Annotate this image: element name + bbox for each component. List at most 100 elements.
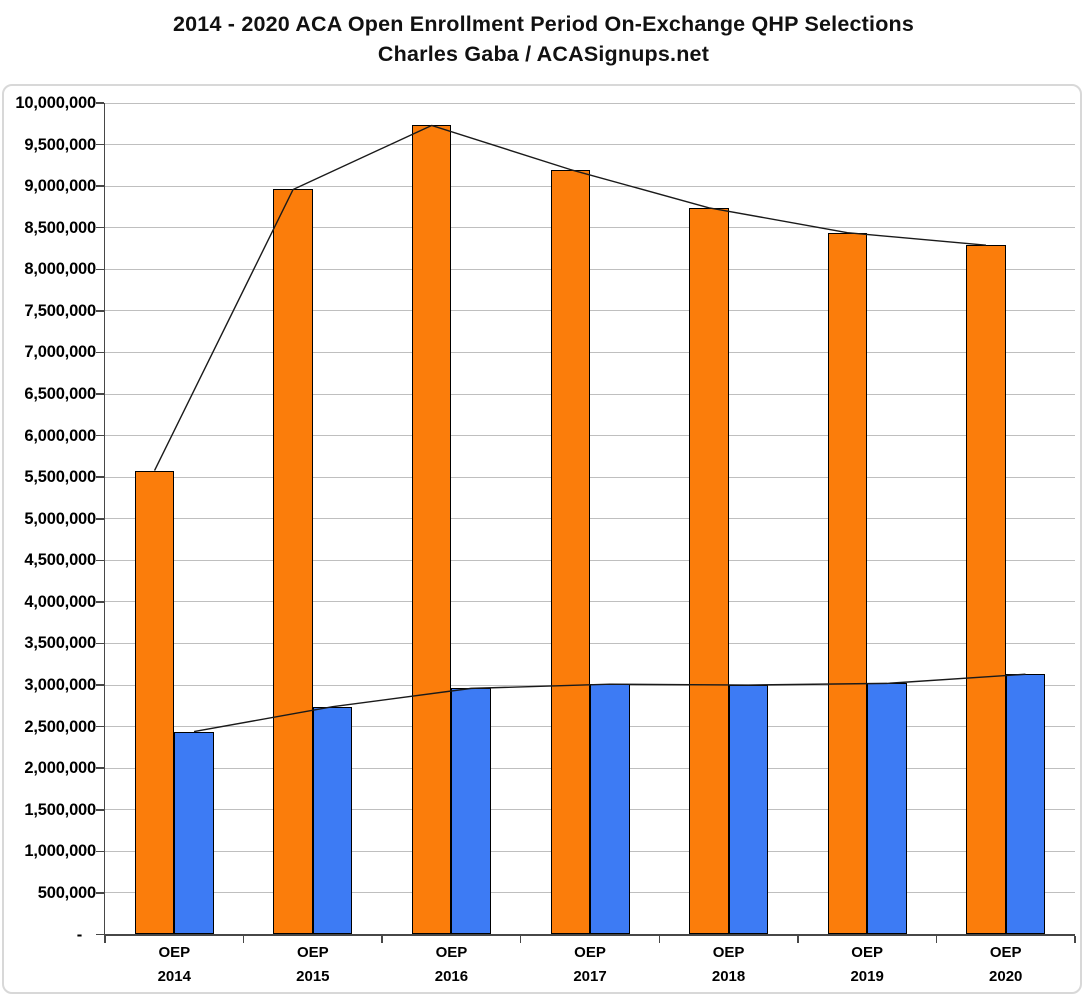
y-axis-label: 2,000,000 — [24, 759, 96, 778]
y-axis-label: 1,000,000 — [24, 842, 96, 861]
y-axis-tick — [96, 518, 104, 520]
y-axis-tick — [96, 559, 104, 562]
y-axis-tick — [96, 102, 104, 104]
y-axis-tick — [96, 892, 104, 894]
x-axis-label-2019: OEP 2019 — [797, 943, 937, 987]
y-axis-tick — [96, 725, 104, 728]
chart-title-line2: Charles Gaba / ACASignups.net — [377, 42, 710, 66]
y-axis-tick — [96, 809, 104, 811]
y-axis-label: 10,000,000 — [15, 94, 96, 112]
y-axis-tick — [96, 684, 104, 686]
x-axis-tick — [935, 935, 938, 943]
bar-blue-oep-2018 — [728, 685, 769, 935]
gridline — [105, 310, 1075, 312]
y-axis-tick — [96, 351, 104, 354]
y-axis-label: 1,500,000 — [24, 800, 96, 819]
bar-blue-oep-2014 — [174, 731, 214, 935]
bar-orange-oep-2014 — [134, 470, 175, 935]
bar-orange-oep-2019 — [827, 232, 868, 935]
bar-orange-oep-2016 — [411, 125, 452, 935]
x-axis-label-2018: OEP 2018 — [659, 943, 799, 987]
chart-title-line1: 2014 - 2020 ACA Open Enrollment Period O… — [172, 12, 915, 36]
x-label-oep: OEP — [435, 944, 468, 961]
x-axis-tick — [797, 935, 799, 943]
x-axis-tick — [104, 935, 106, 943]
gridline — [105, 185, 1075, 187]
x-label-oep: OEP — [297, 944, 329, 961]
bar-orange-oep-2020 — [966, 245, 1006, 935]
bar-blue-oep-2020 — [1005, 674, 1046, 935]
x-label-oep: OEP — [989, 944, 1022, 961]
y-axis-tick — [96, 143, 104, 146]
gridline — [105, 268, 1075, 270]
y-axis-tick — [96, 850, 104, 853]
gridline — [105, 642, 1075, 644]
gridline — [105, 227, 1075, 229]
x-axis-label-2016: OEP 2016 — [381, 943, 521, 987]
y-axis-label: 9,500,000 — [24, 135, 96, 154]
x-label-year: 2016 — [434, 968, 469, 985]
y-axis-tick — [96, 393, 104, 395]
y-axis-tick — [96, 434, 104, 437]
x-axis-tick — [519, 935, 522, 943]
y-axis-label: 6,000,000 — [24, 426, 96, 445]
y-axis-tick — [96, 226, 104, 229]
x-axis-label-2020: OEP 2020 — [936, 943, 1076, 987]
x-axis-tick — [1074, 935, 1076, 943]
y-axis-label: 3,000,000 — [24, 676, 96, 695]
x-axis-tick — [381, 935, 383, 943]
gridline — [105, 518, 1075, 520]
x-label-oep: OEP — [712, 944, 745, 961]
y-axis-label: 7,500,000 — [24, 301, 96, 320]
y-axis-line — [103, 103, 106, 935]
y-axis-label: 5,000,000 — [24, 509, 96, 528]
gridline — [105, 102, 1075, 104]
y-axis-tick — [96, 933, 104, 936]
y-axis-label: 9,000,000 — [24, 177, 96, 196]
bar-blue-oep-2019 — [867, 683, 907, 935]
x-label-oep: OEP — [158, 944, 191, 961]
y-axis-label: 500,000 — [37, 883, 96, 902]
x-axis-line — [103, 933, 1076, 936]
bar-orange-oep-2018 — [689, 207, 729, 935]
bar-orange-oep-2017 — [550, 169, 590, 935]
x-axis-label-2015: OEP 2015 — [243, 943, 383, 987]
x-label-year: 2019 — [850, 968, 884, 985]
x-label-year: 2018 — [711, 968, 746, 985]
bar-blue-oep-2016 — [451, 688, 491, 935]
x-label-oep: OEP — [574, 944, 606, 961]
bar-orange-oep-2015 — [273, 189, 313, 935]
x-label-year: 2014 — [157, 968, 191, 985]
y-axis-tick — [96, 767, 104, 769]
x-axis-label-2014: OEP 2014 — [104, 943, 244, 987]
x-label-year: 2017 — [573, 968, 607, 985]
y-axis-tick — [96, 476, 104, 478]
gridline — [105, 144, 1075, 146]
y-axis-tick — [96, 642, 104, 645]
bar-blue-oep-2017 — [590, 684, 630, 935]
gridline — [105, 601, 1075, 603]
gridline — [105, 351, 1075, 353]
x-axis-tick — [242, 935, 245, 943]
gridline — [105, 559, 1075, 561]
y-axis-label: 8,500,000 — [24, 218, 96, 237]
y-axis-label: 8,000,000 — [24, 260, 96, 279]
gridline — [105, 393, 1075, 395]
y-axis-tick — [96, 268, 104, 271]
y-axis-label: 7,000,000 — [24, 343, 96, 362]
gridline — [105, 476, 1075, 478]
y-axis-label: - — [76, 925, 82, 944]
x-axis-label-2017: OEP 2017 — [520, 943, 660, 987]
x-label-oep: OEP — [851, 944, 883, 961]
y-axis-tick — [96, 601, 104, 603]
x-label-year: 2020 — [989, 968, 1023, 985]
y-axis-label: 5,500,000 — [24, 468, 96, 487]
y-axis-label: 4,500,000 — [24, 551, 96, 570]
y-axis-tick — [96, 185, 104, 187]
y-axis-label: 2,500,000 — [24, 717, 96, 736]
y-axis-label: 4,000,000 — [24, 592, 96, 611]
bar-blue-oep-2015 — [312, 706, 353, 935]
y-axis-tick — [96, 310, 104, 312]
x-axis-tick — [658, 935, 661, 943]
